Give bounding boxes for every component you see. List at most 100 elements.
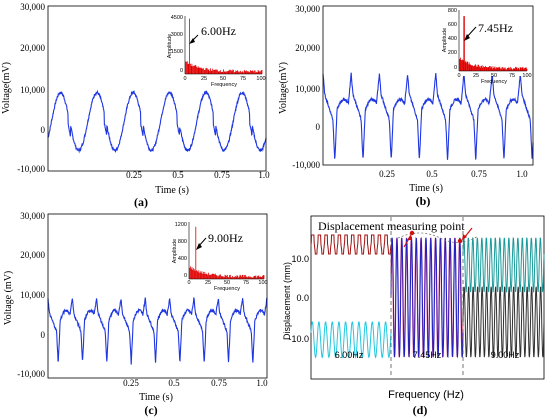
x-tick-label: 0.25 (379, 169, 395, 179)
peak-frequency-annotation: 9.00Hz (208, 231, 243, 245)
x-tick-label: 0.75 (214, 170, 230, 180)
y-tick-label: 0 (41, 125, 46, 135)
x-tick-label: 0.5 (426, 169, 438, 179)
inset-x-tick: 50 (224, 280, 230, 286)
inset-x-tick: 75 (243, 280, 249, 286)
y-axis-label: Voltage(mV) (1, 62, 12, 114)
y-tick-label: 0.0 (296, 293, 309, 303)
x-tick-label: 1.0 (516, 169, 528, 179)
inset-spectrum-bars (459, 16, 528, 71)
inset-background (180, 14, 264, 76)
panel-label: (d) (413, 403, 428, 417)
inset-x-label: Frequency (214, 286, 240, 292)
x-axis-label: Time (s) (155, 185, 189, 196)
inset-y-tick: 800 (178, 239, 187, 245)
displacement-series-line (390, 236, 464, 359)
panel-c-x-ticks: 0.25 0.5 0.75 1.0 (123, 378, 268, 388)
annotation-arrowhead (196, 243, 202, 250)
inset-y-tick: 600 (448, 22, 457, 28)
panel-c: 30,000 20,000 10,000 0 -10,000 Voltage (… (3, 211, 268, 417)
y-tick-label: 10,000 (20, 290, 45, 300)
measuring-point-dot (409, 230, 415, 236)
panel-c-y-ticks: 30,000 20,000 10,000 0 -10,000 (17, 211, 45, 379)
chart-title: Displacement measuring point (318, 219, 465, 233)
displacement-series-line (462, 237, 545, 293)
displacement-series-line (462, 286, 545, 358)
inset-x-tick: 0 (187, 280, 190, 286)
inset-x-tick: 75 (509, 73, 515, 79)
panel-label: (c) (144, 403, 157, 417)
displacement-series-line (310, 321, 392, 359)
panel-b-x-ticks: 0.25 0.5 0.75 1.0 (379, 169, 528, 179)
y-tick-label: 10.0 (291, 254, 309, 264)
peak-frequency-annotation: 6.00Hz (201, 24, 236, 38)
y-axis-label: Voltage (mV) (3, 271, 14, 326)
inset-x-tick: 25 (201, 76, 207, 82)
inset-x-tick: 0 (457, 73, 460, 79)
displacement-series-line (310, 234, 392, 255)
y-tick-label: 10,000 (295, 84, 320, 94)
measuring-arrowhead (407, 234, 412, 240)
inset-y-tick: 3000 (171, 32, 183, 38)
inset-x-tick: 100 (256, 76, 265, 82)
x-tick-label: 0.25 (126, 170, 142, 180)
inset-y-tick: 400 (448, 36, 457, 42)
segment-label: 7.45Hz (413, 350, 442, 360)
y-tick-label: 0 (316, 122, 321, 132)
y-tick-label: 20,000 (20, 250, 45, 260)
inset-y-tick: 200 (448, 50, 457, 56)
measuring-point-dot (457, 238, 463, 244)
y-tick-label: -10,000 (17, 369, 45, 379)
panel-c-frame (47, 213, 268, 379)
panel-b: 30,000 20,000 10,000 0 -10,000 Voltage(m… (278, 4, 534, 208)
x-tick-label: 0.5 (168, 378, 180, 388)
inset-background (176, 218, 265, 284)
inset-x-label: Frequency (211, 82, 237, 88)
x-tick-label: 0.25 (123, 378, 139, 388)
inset-x-tick: 25 (205, 280, 211, 286)
inset-x-label: Frequency (481, 79, 507, 85)
annotation-arrowhead (464, 34, 470, 41)
inset-y-tick: 1200 (175, 222, 187, 228)
inset-y-tick: 0 (184, 273, 187, 279)
y-tick-label: 20,000 (20, 43, 45, 53)
inset-y-tick: 800 (448, 8, 457, 14)
inset-spectrum: 800 600 400 200 0 Amplitude 0 25 50 75 1… (442, 8, 532, 85)
x-tick-label: 0.75 (211, 378, 227, 388)
segment-label: 6.00Hz (335, 350, 364, 360)
x-axis-label: Time (s) (409, 183, 443, 194)
inset-y-tick: 0 (180, 68, 183, 74)
inset-y-tick: 4500 (171, 15, 183, 21)
inset-spectrum-bars (185, 18, 263, 74)
x-tick-label: 0.75 (471, 169, 487, 179)
x-axis-label: Time (s) (139, 392, 173, 403)
y-tick-label: 0 (41, 330, 46, 340)
panel-a-y-ticks: 30,000 20,000 10,000 0 -10,000 (17, 2, 45, 174)
inset-y-label: Amplitude (442, 28, 448, 52)
inset-x-tick: 100 (258, 280, 267, 286)
inset-x-tick: 25 (473, 73, 479, 79)
measuring-point-diagram (397, 227, 479, 248)
inset-x-tick: 50 (220, 76, 226, 82)
y-tick-label: 10,000 (20, 85, 45, 95)
peak-frequency-annotation: 7.45Hz (478, 21, 513, 35)
y-tick-label: -10,000 (17, 164, 45, 174)
inset-spectrum: 1200 800 400 0 Amplitude 0 25 50 75 100 … (172, 218, 268, 292)
displacement-series (310, 234, 545, 359)
panel-d: 10.0 0.0 -10.0 Displacement (mm) Frequen… (282, 215, 545, 417)
inset-y-tick: 400 (178, 256, 187, 262)
inset-y-label: Amplitude (167, 34, 173, 58)
segment-label: 9.00Hz (491, 350, 520, 360)
y-tick-label: -10,000 (292, 160, 320, 170)
annotation-arrowhead (189, 38, 195, 44)
inset-spectrum-bars (189, 226, 265, 279)
y-tick-label: 30,000 (20, 2, 45, 12)
inset-x-tick: 75 (240, 76, 246, 82)
measuring-arrowhead (462, 234, 467, 240)
y-tick-label: -10.0 (288, 334, 309, 344)
panel-b-y-ticks: 30,000 20,000 10,000 0 -10,000 (292, 4, 320, 170)
panel-a-frame (47, 5, 267, 172)
voltage-series-line (322, 72, 534, 160)
y-axis-label: Voltage(mV) (278, 62, 289, 114)
